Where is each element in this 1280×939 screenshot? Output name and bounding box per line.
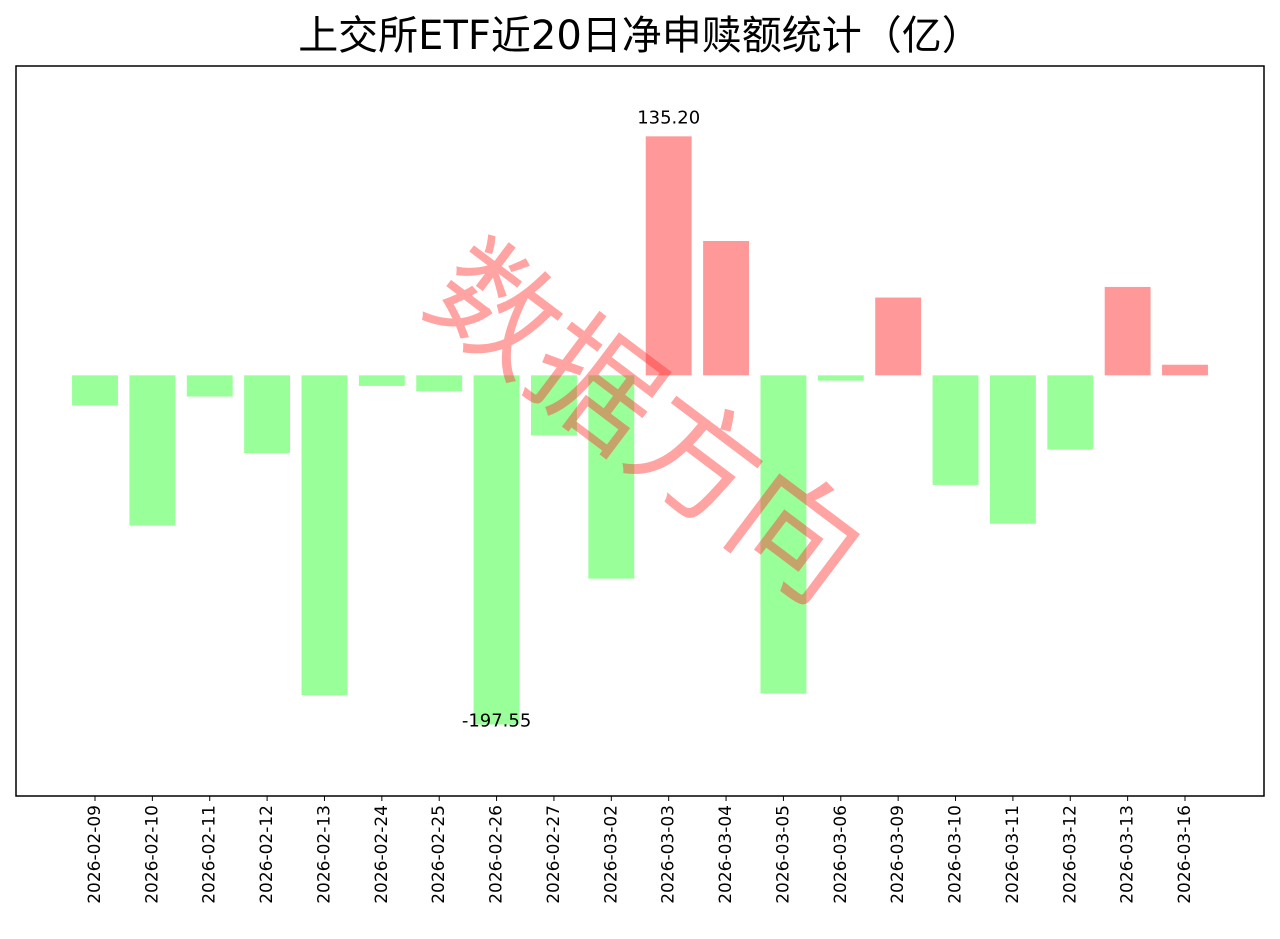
bar — [301, 375, 348, 696]
bar — [530, 375, 577, 436]
x-tick-label: 2026-03-04 — [716, 805, 736, 904]
bar — [932, 375, 979, 485]
bar — [1047, 375, 1094, 450]
bar — [989, 375, 1036, 524]
value-label: 135.20 — [637, 107, 700, 128]
bar — [416, 375, 463, 392]
x-tick-label: 2026-03-13 — [1118, 805, 1138, 904]
x-tick-label: 2026-02-11 — [200, 805, 220, 904]
bar — [588, 375, 635, 579]
bar — [129, 375, 176, 526]
x-tick-label: 2026-02-13 — [314, 805, 334, 904]
x-tick-label: 2026-03-05 — [773, 805, 793, 904]
x-tick-label: 2026-03-02 — [601, 805, 621, 904]
bar — [817, 375, 864, 381]
bar — [473, 375, 520, 725]
plot-frame — [15, 65, 1265, 797]
x-tick-label: 2026-03-11 — [1003, 805, 1023, 904]
bar — [358, 375, 405, 386]
x-tick-label: 2026-02-10 — [142, 805, 162, 904]
bar — [760, 375, 807, 694]
bar — [703, 240, 750, 376]
x-tick-label: 2026-02-25 — [429, 805, 449, 904]
x-tick-label: 2026-02-26 — [487, 805, 507, 904]
value-label: -197.55 — [462, 711, 531, 732]
chart-title: 上交所ETF近20日净申赎额统计（亿） — [298, 13, 982, 59]
bar — [645, 136, 692, 376]
bar — [244, 375, 291, 454]
x-tick-label: 2026-03-06 — [831, 805, 851, 904]
x-tick-label: 2026-03-09 — [888, 805, 908, 904]
x-tick-label: 2026-02-27 — [544, 805, 564, 904]
x-tick-label: 2026-03-03 — [659, 805, 679, 904]
x-tick-label: 2026-03-16 — [1175, 805, 1195, 904]
x-tick-label: 2026-02-24 — [372, 805, 392, 904]
x-tick-label: 2026-03-10 — [946, 805, 966, 904]
bar — [875, 297, 922, 376]
bar — [186, 375, 233, 397]
x-tick-label: 2026-02-12 — [257, 805, 277, 904]
x-tick-label: 2026-03-12 — [1060, 805, 1080, 904]
bar — [1104, 286, 1151, 376]
bar — [72, 375, 118, 406]
x-tick-label: 2026-02-09 — [85, 805, 105, 904]
bar — [1162, 364, 1208, 376]
